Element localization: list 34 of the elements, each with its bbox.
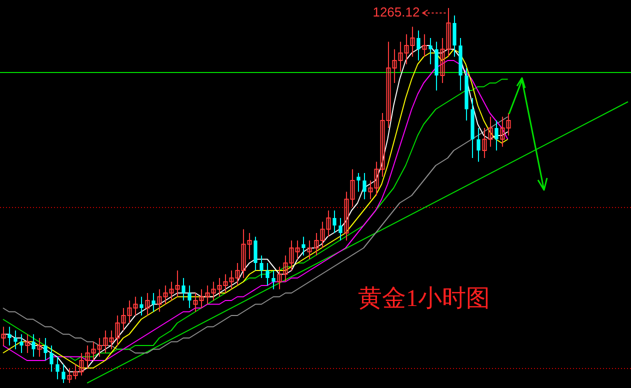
candlestick (307, 240, 312, 260)
candlestick (14, 330, 18, 350)
candlestick (494, 120, 498, 151)
candlestick (50, 345, 54, 372)
candlestick (56, 356, 60, 380)
candlestick (37, 338, 42, 358)
candlestick (145, 292, 150, 316)
candlestick (338, 218, 342, 241)
candlestick (422, 34, 427, 58)
candlestick (266, 262, 270, 286)
candlestick (254, 236, 258, 271)
candlestick (25, 334, 30, 354)
candlestick (62, 364, 66, 384)
candlestick (356, 172, 360, 192)
candlestick (8, 326, 12, 346)
candlestick (452, 15, 456, 58)
candlestick (152, 292, 156, 312)
candlestick (302, 236, 306, 256)
candlestick (260, 255, 264, 278)
candlestick (428, 38, 432, 65)
candlestick (44, 338, 48, 361)
candlestick (362, 172, 366, 200)
candlestick (20, 334, 24, 354)
text: 黄金1小时图 (358, 285, 490, 314)
candlestick (476, 128, 480, 162)
candlestick (332, 210, 336, 234)
candlestick (272, 270, 276, 290)
candlestick (32, 334, 36, 358)
annotation: 1265.12 (372, 4, 420, 20)
candlestick (140, 296, 144, 316)
candlestick (188, 285, 192, 308)
candlestick (182, 278, 186, 301)
candlestick (1, 326, 6, 346)
candlestick (416, 30, 420, 61)
